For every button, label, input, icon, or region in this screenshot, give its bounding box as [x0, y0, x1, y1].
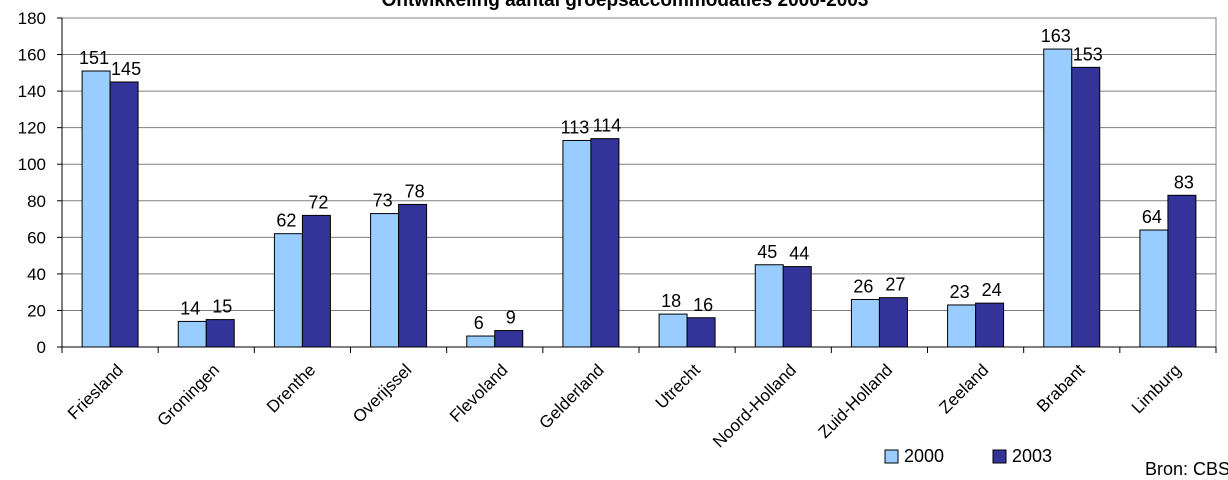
- legend-swatch-2003: [992, 449, 1007, 464]
- x-category-label: Friesland: [64, 360, 127, 423]
- y-tick-label: 40: [27, 265, 46, 284]
- bar-2003-limburg: [1167, 194, 1197, 348]
- data-label: 145: [111, 59, 141, 79]
- plot-area: [61, 17, 1217, 348]
- bar-2003-utrecht: [686, 317, 716, 348]
- x-category-label: Gelderland: [535, 360, 607, 432]
- y-tick-label: 180: [18, 9, 46, 28]
- x-category-label: Zuid-Holland: [815, 360, 897, 442]
- data-label: 15: [212, 297, 232, 317]
- y-tick-label: 120: [18, 119, 46, 138]
- bar-2003-gelderland: [590, 138, 620, 348]
- data-label: 24: [982, 280, 1002, 300]
- source-note: Bron: CBS: [1145, 459, 1228, 479]
- x-category-label: Flevoland: [446, 360, 512, 426]
- y-tick-label: 20: [27, 301, 46, 320]
- chart-title: Ontwikkeling aantal groepsaccommodaties …: [382, 0, 869, 11]
- bar-2000-zuid-holland: [850, 298, 880, 348]
- data-label: 45: [757, 242, 777, 262]
- data-label: 6: [474, 313, 484, 333]
- bar-2000-zeeland: [947, 304, 977, 348]
- data-label: 163: [1041, 26, 1071, 46]
- x-category-label: Utrecht: [652, 360, 704, 412]
- data-label: 78: [405, 181, 425, 201]
- data-label: 27: [885, 275, 905, 295]
- bar-2003-flevoland: [494, 330, 524, 348]
- x-category-label: Brabant: [1033, 360, 1089, 416]
- bar-2000-overijssel: [370, 213, 400, 348]
- x-category-label: Limburg: [1128, 360, 1185, 417]
- bar-2000-utrecht: [658, 313, 688, 348]
- data-label: 153: [1073, 44, 1103, 64]
- y-tick-label: 140: [18, 82, 46, 101]
- data-label: 64: [1142, 207, 1162, 227]
- data-label: 23: [950, 282, 970, 302]
- data-label: 72: [308, 192, 328, 212]
- data-label: 62: [276, 211, 296, 231]
- data-label: 18: [661, 291, 681, 311]
- bar-2000-noord-holland: [754, 264, 784, 348]
- data-label: 14: [180, 298, 200, 318]
- data-label: 151: [79, 48, 109, 68]
- bar-2000-friesland: [81, 70, 111, 348]
- data-label: 16: [693, 295, 713, 315]
- data-label: 26: [853, 276, 873, 296]
- data-label: 113: [561, 117, 590, 137]
- x-category-label: Overijssel: [349, 360, 415, 426]
- bar-2003-overijssel: [398, 203, 428, 348]
- legend-label-2003: 2003: [1012, 446, 1052, 466]
- bar-2000-limburg: [1139, 229, 1169, 348]
- data-label: 114: [593, 116, 622, 136]
- bar-2003-friesland: [109, 81, 139, 348]
- bar-2003-noord-holland: [782, 266, 812, 348]
- y-tick-label: 160: [18, 46, 46, 65]
- y-tick-label: 100: [18, 155, 46, 174]
- bar-2003-drenthe: [301, 214, 331, 348]
- data-label: 83: [1174, 172, 1194, 192]
- bars: [81, 48, 1197, 348]
- bar-2000-flevoland: [466, 335, 496, 348]
- legend: 2000 2003: [884, 446, 1052, 466]
- data-label: 9: [506, 308, 516, 328]
- x-category-label: Groningen: [154, 360, 224, 430]
- bar-2003-brabant: [1071, 66, 1101, 348]
- bar-2000-gelderland: [562, 139, 592, 348]
- bar-2000-groningen: [177, 320, 207, 348]
- bar-2000-drenthe: [273, 233, 303, 348]
- y-tick-label: 60: [27, 228, 46, 247]
- x-category-label: Zeeland: [936, 360, 993, 417]
- bar-2000-brabant: [1043, 48, 1073, 348]
- y-tick-label: 80: [27, 192, 46, 211]
- bar-2003-zuid-holland: [878, 297, 908, 348]
- data-label: 73: [373, 191, 393, 211]
- gridlines: [61, 17, 1217, 348]
- data-label: 44: [789, 244, 809, 264]
- y-tick-label: 0: [37, 338, 46, 357]
- bar-2003-zeeland: [975, 302, 1005, 348]
- x-category-label: Noord-Holland: [709, 360, 800, 451]
- legend-label-2000: 2000: [904, 446, 944, 466]
- legend-swatch-2000: [884, 449, 899, 464]
- x-category-label: Drenthe: [263, 360, 319, 416]
- bar-2003-groningen: [205, 319, 235, 348]
